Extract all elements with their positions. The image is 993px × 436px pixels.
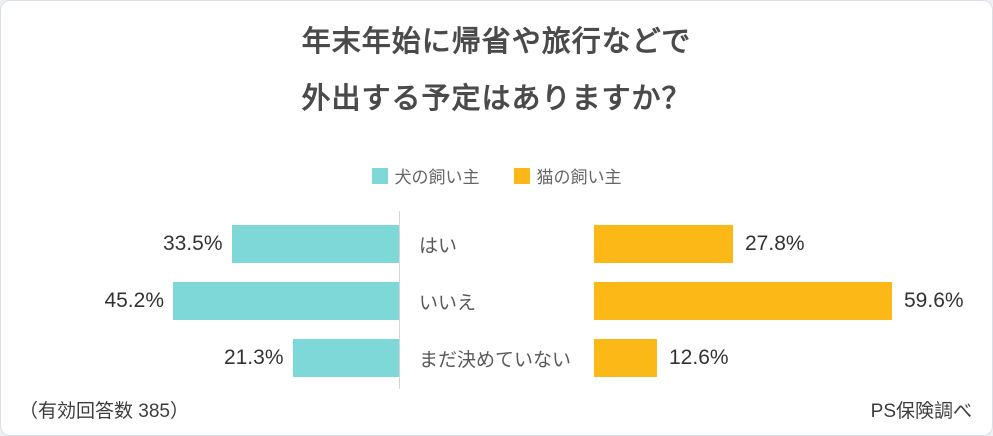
dog-value-label: 21.3% [223,346,284,369]
dog-value-label: 45.2% [104,289,164,312]
cat-value-label: 59.6% [904,289,964,312]
cat-bar [594,339,657,377]
chart-rows: 33.5% はい 27.8% 45.2% いいえ 59.6% 21.3% まだ決めていない 12… [1,225,992,377]
dog-bar-cell: 33.5% [1,225,399,263]
cat-bar [594,282,892,320]
dog-bar [173,282,399,320]
source-credit: PS保険調べ [870,401,972,422]
chart-title: 年末年始に帰省や旅行などで 外出する予定はありますか？ [1,25,992,116]
bar-chart: 33.5% はい 27.8% 45.2% いいえ 59.6% 21.3% まだ決めていない 12… [1,211,992,396]
legend-swatch-icon [371,167,388,184]
cat-value-label: 12.6% [669,346,729,369]
cat-value-label: 27.8% [745,232,805,255]
category-cell: いいえ [399,282,594,320]
dog-bar [231,225,399,263]
category-label: いいえ [419,292,477,314]
legend-label: 猫の飼い主 [536,168,622,187]
cat-bar-cell: 59.6% [594,282,992,320]
dog-value-label: 33.5% [162,232,223,255]
legend-item-cat: 猫の飼い主 [513,163,622,188]
legend-swatch-icon [513,167,530,184]
legend-label: 犬の飼い主 [394,168,480,187]
chart-row: 33.5% はい 27.8% [1,225,992,263]
chart-legend: 犬の飼い主 猫の飼い主 [1,163,992,188]
category-label: まだ決めていない [419,349,572,371]
dog-bar-cell: 45.2% [1,282,399,320]
chart-row: 21.3% まだ決めていない 12.6% [1,339,992,377]
sample-size-note: （有効回答数 385） [19,401,189,422]
cat-bar-cell: 12.6% [594,339,992,377]
cat-bar [594,225,733,263]
legend-item-dog: 犬の飼い主 [371,163,480,188]
category-cell: まだ決めていない [399,339,594,377]
category-cell: はい [399,225,594,263]
cat-bar-cell: 27.8% [594,225,992,263]
left-chart-axis-line [399,211,400,389]
chart-row: 45.2% いいえ 59.6% [1,282,992,320]
dog-bar [292,339,399,377]
chart-title-line2: 外出する予定はありますか？ [301,83,692,115]
dog-bar-cell: 21.3% [1,339,399,377]
category-label: はい [419,235,458,257]
chart-title-line1: 年末年始に帰省や旅行などで [301,26,692,58]
